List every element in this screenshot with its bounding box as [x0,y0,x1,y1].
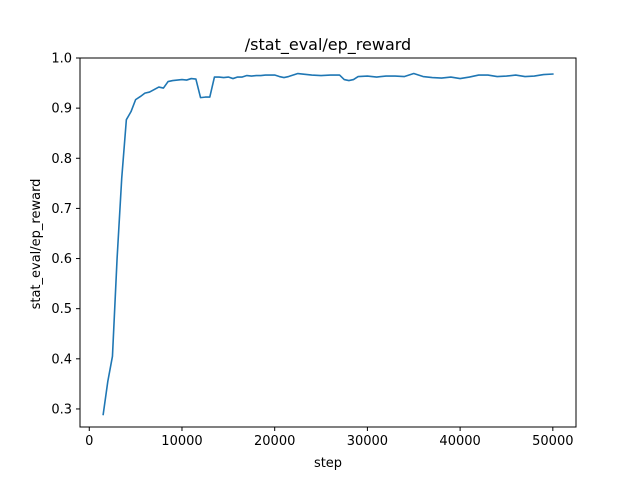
y-tick-label: 0.5 [51,302,72,317]
x-axis-label: step [314,456,342,471]
x-tick-label: 20000 [254,434,295,449]
y-tick-label: 0.6 [51,252,72,267]
x-tick-label: 40000 [439,434,480,449]
x-tick-label: 50000 [532,434,573,449]
y-tick-label: 0.4 [51,352,72,367]
chart-title: /stat_eval/ep_reward [245,35,411,55]
x-tick-label: 10000 [161,434,202,449]
x-tick-label: 0 [85,434,93,449]
y-tick-label: 0.8 [51,152,72,167]
series-line [102,72,554,416]
x-tick-label: 30000 [347,434,388,449]
axes-frame [79,57,577,428]
y-tick-label: 0.3 [51,402,72,417]
y-tick-label: 0.7 [51,202,72,217]
plot-area [79,57,577,428]
y-axis-label: stat_eval/ep_reward [29,179,44,310]
y-tick-label: 0.9 [51,102,72,117]
axis-ticks: 0 10000 20000 30000 40000 50000 0.3 0.4 0.5 0.6 0.… [51,52,573,450]
y-tick-label: 1.0 [51,52,72,67]
